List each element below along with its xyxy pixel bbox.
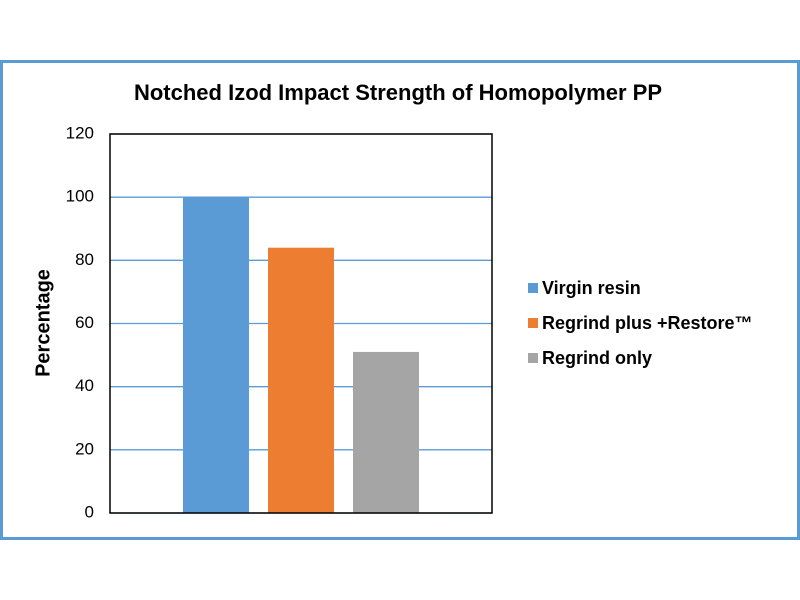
legend-label: Regrind plus +Restore™	[542, 313, 753, 333]
legend-swatch	[528, 318, 538, 328]
bar	[268, 247, 334, 513]
bar	[353, 351, 419, 513]
legend-swatch	[528, 283, 538, 293]
plot-border	[109, 133, 493, 514]
chart-title: Notched Izod Impact Strength of Homopoly…	[134, 80, 662, 105]
y-tick-label: 40	[75, 376, 94, 395]
y-tick-label: 120	[66, 123, 94, 142]
bar	[183, 197, 249, 513]
y-tick-label: 100	[66, 187, 94, 206]
legend-label: Regrind only	[542, 348, 652, 368]
y-tick-label: 0	[85, 502, 94, 521]
y-tick-label: 60	[75, 313, 94, 332]
y-tick-label: 20	[75, 439, 94, 458]
y-tick-label: 80	[75, 250, 94, 269]
legend-swatch	[528, 353, 538, 363]
legend-label: Virgin resin	[542, 278, 641, 298]
y-axis-title: Percentage	[32, 269, 54, 377]
